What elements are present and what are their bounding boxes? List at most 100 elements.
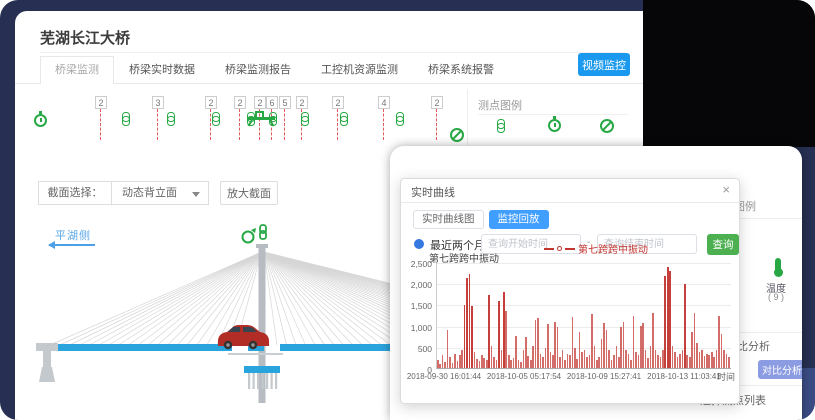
clock-sensor-icon[interactable] — [34, 111, 47, 127]
sensor-count-badge: 2 — [431, 96, 443, 109]
vibration-bar — [473, 352, 476, 368]
vibration-bar — [679, 353, 681, 368]
vibration-bar — [564, 359, 566, 368]
query-button[interactable]: 查询 — [707, 234, 739, 255]
section-select-dropdown[interactable]: 动态背立面 — [111, 181, 209, 205]
vibration-bar — [571, 316, 574, 368]
x-axis-tick-label: 2018-10-09 15:27:41 — [566, 372, 642, 381]
vibration-bar — [488, 294, 490, 368]
sensor-dash-line — [210, 109, 211, 140]
vibration-bar — [495, 360, 498, 368]
vibration-bar — [559, 357, 561, 368]
vibration-bar — [498, 300, 500, 368]
vibration-bar — [703, 356, 706, 368]
gridline — [437, 263, 731, 264]
vibration-bar — [598, 357, 601, 368]
tab-ipc-resource-monitor[interactable]: 工控机资源监测 — [321, 64, 398, 76]
legend-panel-title: 测点图例 — [478, 100, 522, 112]
vibration-bar — [505, 311, 508, 368]
pier-cap — [244, 366, 280, 373]
vibration-bar — [490, 346, 493, 368]
legend-line — [544, 247, 554, 250]
sensor-dash-line — [337, 109, 338, 140]
query-start-time-input[interactable] — [481, 234, 581, 254]
tab-bar-divider — [15, 83, 643, 84]
link-sensor-icon[interactable] — [166, 112, 175, 126]
divider — [401, 202, 739, 203]
chevron-down-icon — [192, 192, 200, 197]
close-icon[interactable]: × — [722, 182, 730, 197]
sensor-dash-line — [436, 109, 437, 140]
query-end-time-input[interactable] — [597, 234, 697, 254]
x-axis-tick-label: 2018-10-05 05:17:54 — [486, 372, 562, 381]
vibration-bar — [444, 362, 446, 368]
vibration-bar — [471, 305, 473, 368]
thermometer-icon[interactable] — [773, 258, 783, 277]
vibration-bar — [642, 322, 645, 368]
vibration-bar — [627, 353, 630, 368]
y-axis-tick-label: 500 — [417, 343, 432, 354]
sensor-count-badge: 4 — [378, 96, 390, 109]
compare-analysis-button[interactable]: 对比分析 — [758, 360, 802, 379]
y-axis-tick-label: 0 — [427, 365, 432, 375]
x-axis-tick-label: 2018-09-30 16:01:44 — [406, 372, 482, 381]
vibration-bar — [561, 350, 564, 368]
tab-bridge-alarm[interactable]: 桥梁系统报警 — [428, 64, 494, 76]
vibration-bar — [664, 275, 667, 368]
vibration-bar — [588, 355, 591, 368]
vibration-bar — [478, 361, 481, 368]
vibration-bar — [549, 352, 552, 368]
vibration-bar — [459, 355, 461, 368]
vibration-bar — [654, 350, 657, 368]
gridline — [437, 305, 731, 307]
chart-legend[interactable]: 第七跨跨中振动 — [544, 241, 648, 256]
truss-sensor-icon[interactable] — [246, 111, 276, 132]
ban-sensor-icon[interactable] — [450, 128, 464, 142]
vibration-bar — [446, 330, 449, 368]
vibration-bar — [586, 357, 588, 368]
legend-ban-icon — [600, 119, 614, 133]
enlarge-section-button[interactable]: 放大截面 — [220, 181, 278, 205]
video-monitor-button[interactable]: 视频监控 — [578, 53, 630, 76]
vibration-bar — [534, 319, 537, 368]
sensor-dash-line — [284, 109, 285, 140]
vibration-bar — [532, 346, 534, 368]
sensor-count-badge: 6 — [266, 96, 278, 109]
tab-realtime-curve-view[interactable]: 实时曲线图 — [413, 210, 484, 229]
last-two-months-radio[interactable] — [414, 239, 424, 249]
tab-bridge-report[interactable]: 桥梁监测报告 — [225, 64, 291, 76]
vibration-bar — [554, 321, 556, 368]
vibration-bar — [662, 350, 664, 368]
link-sensor-icon[interactable] — [121, 112, 130, 126]
link-sensor-icon[interactable] — [395, 112, 404, 126]
y-axis-tick-label: 2,000 — [410, 280, 432, 291]
vibration-bar — [659, 357, 662, 368]
link-sensor-icon[interactable] — [339, 112, 348, 126]
vibration-bar — [708, 355, 711, 368]
legend-line — [565, 247, 575, 250]
vibration-bar — [613, 355, 615, 368]
vibration-bar — [630, 360, 632, 368]
vibration-bar — [510, 360, 512, 368]
vibration-bar — [591, 314, 593, 368]
vibration-bar — [481, 355, 483, 368]
sensor-count-badge: 2 — [296, 96, 308, 109]
vibration-bar — [556, 326, 559, 368]
divider — [467, 89, 468, 147]
link-sensor-icon[interactable] — [211, 112, 220, 126]
vibration-bar — [671, 346, 674, 368]
left-abutment — [36, 343, 58, 382]
vibration-bar — [493, 357, 495, 368]
vibration-bar — [706, 353, 708, 368]
tab-bridge-realtime-data[interactable]: 桥梁实时数据 — [129, 64, 195, 76]
vibration-bar — [669, 271, 671, 368]
tab-monitor-playback[interactable]: 监控回放 — [488, 210, 549, 229]
range-separator: - — [587, 237, 591, 248]
vibration-bar — [437, 360, 439, 368]
link-sensor-icon[interactable] — [300, 112, 309, 126]
car-illustration — [218, 325, 269, 350]
tab-bridge-monitor[interactable]: 桥梁监测 — [40, 56, 114, 84]
temperature-count: ( 9 ) — [767, 292, 784, 302]
vibration-bar — [681, 350, 684, 368]
